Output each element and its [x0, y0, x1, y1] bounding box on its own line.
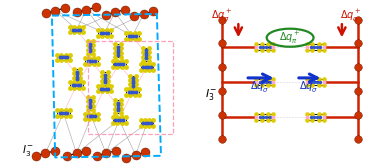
Text: $\Delta q^-_{\sigma}$: $\Delta q^-_{\sigma}$	[250, 79, 272, 93]
Text: I$_3^-$: I$_3^-$	[22, 143, 33, 157]
Text: $\Delta q^+_{\sigma}$: $\Delta q^+_{\sigma}$	[340, 8, 361, 24]
Text: $\Delta q^+_{\pi}$: $\Delta q^+_{\pi}$	[279, 30, 301, 46]
Text: $\Delta q^+_{\sigma}$: $\Delta q^+_{\sigma}$	[211, 8, 232, 24]
Text: $\Delta q^-_{\sigma}$: $\Delta q^-_{\sigma}$	[299, 79, 321, 93]
Text: I$_3^-$: I$_3^-$	[205, 87, 218, 102]
